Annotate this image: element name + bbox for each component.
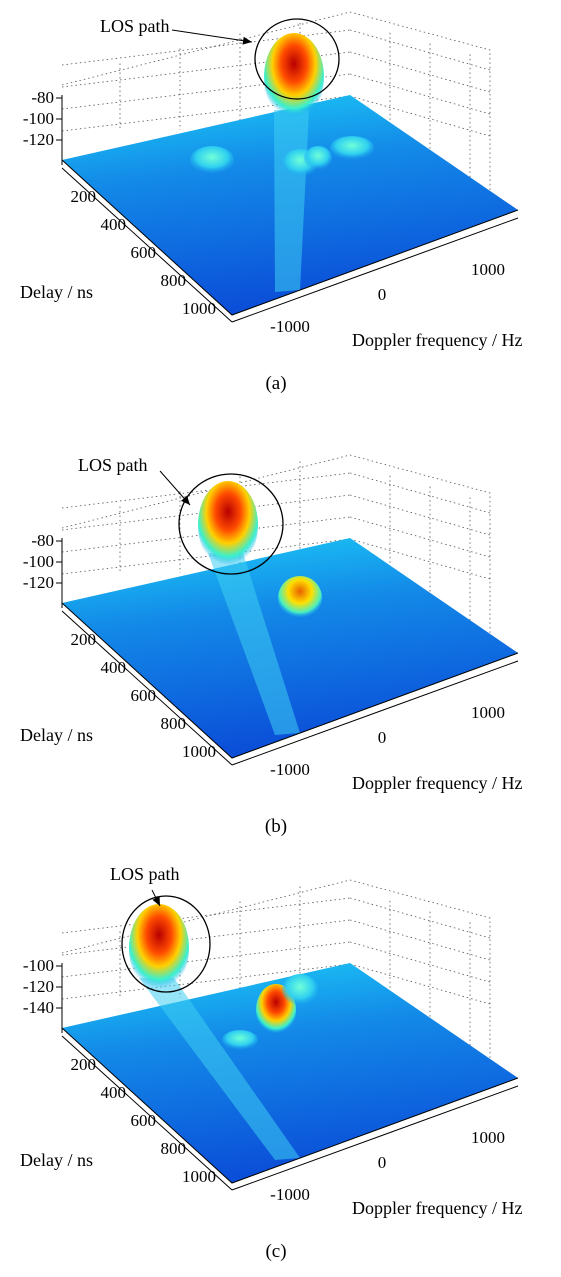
delay-tick-label: 400 bbox=[101, 1083, 127, 1102]
grid-line bbox=[350, 920, 490, 960]
grid-line bbox=[350, 30, 490, 70]
doppler-tick-label: -1000 bbox=[270, 317, 310, 336]
panel-caption: (c) bbox=[265, 1241, 286, 1262]
secondary-peak bbox=[190, 146, 234, 174]
delay-tick-label: 600 bbox=[131, 1111, 157, 1130]
delay-axis-label: Delay / ns bbox=[20, 725, 93, 745]
secondary-peak bbox=[222, 1030, 258, 1050]
z-tick-label: -100 bbox=[23, 552, 54, 571]
grid-line bbox=[350, 74, 490, 114]
z-tick-label: -100 bbox=[23, 956, 54, 975]
delay-tick-label: 600 bbox=[131, 686, 157, 705]
delay-tick-label: 600 bbox=[131, 243, 157, 262]
grid-line bbox=[350, 473, 490, 513]
los-annotation: LOS path bbox=[110, 864, 180, 884]
z-tick-label: -80 bbox=[31, 88, 54, 107]
delay-tick-label: 1000 bbox=[182, 299, 216, 318]
grid-line bbox=[350, 942, 490, 982]
panel-caption: (b) bbox=[265, 816, 287, 837]
doppler-tick-label: 0 bbox=[378, 1153, 387, 1172]
delay-tick-label: 200 bbox=[71, 1055, 97, 1074]
los-peak bbox=[198, 481, 258, 569]
delay-tick-label: 800 bbox=[161, 271, 187, 290]
delay-tick-label: 800 bbox=[161, 1139, 187, 1158]
doppler-tick-label: -1000 bbox=[270, 760, 310, 779]
doppler-tick-label: 0 bbox=[378, 728, 387, 747]
delay-tick-label: 200 bbox=[71, 187, 97, 206]
z-tick-label: -120 bbox=[23, 130, 54, 149]
doppler-tick-label: -1000 bbox=[270, 1185, 310, 1204]
secondary-peak bbox=[304, 146, 332, 170]
grid-line bbox=[350, 52, 490, 92]
los-annotation: LOS path bbox=[100, 16, 170, 36]
los-peak bbox=[129, 904, 189, 992]
annotation-arrow bbox=[172, 30, 252, 42]
z-tick-label: -120 bbox=[23, 573, 54, 592]
grid-line bbox=[350, 898, 490, 938]
delay-tick-label: 1000 bbox=[182, 1167, 216, 1186]
los-peak bbox=[264, 33, 324, 121]
doppler-tick-label: 0 bbox=[378, 285, 387, 304]
doppler-tick-label: 1000 bbox=[471, 1128, 505, 1147]
delay-axis-label: Delay / ns bbox=[20, 282, 93, 302]
los-annotation: LOS path bbox=[78, 455, 148, 475]
panel-caption: (a) bbox=[265, 373, 286, 394]
secondary-peak bbox=[278, 576, 322, 620]
secondary-peak bbox=[330, 136, 374, 160]
delay-tick-label: 400 bbox=[101, 215, 127, 234]
doppler-axis-label: Doppler frequency / Hz bbox=[352, 1198, 522, 1218]
z-tick-label: -100 bbox=[23, 109, 54, 128]
arrow-head bbox=[243, 37, 252, 45]
grid-line bbox=[62, 942, 350, 977]
z-tick-label: -80 bbox=[31, 531, 54, 550]
doppler-tick-label: 1000 bbox=[471, 703, 505, 722]
z-tick-label: -140 bbox=[23, 998, 54, 1017]
doppler-tick-label: 1000 bbox=[471, 260, 505, 279]
secondary-peak bbox=[282, 974, 318, 1006]
delay-tick-label: 1000 bbox=[182, 742, 216, 761]
delay-tick-label: 200 bbox=[71, 630, 97, 649]
delay-axis-label: Delay / ns bbox=[20, 1150, 93, 1170]
grid-line bbox=[350, 495, 490, 535]
doppler-axis-label: Doppler frequency / Hz bbox=[352, 330, 522, 350]
z-tick-label: -120 bbox=[23, 977, 54, 996]
grid-line bbox=[62, 898, 350, 933]
grid-line bbox=[350, 517, 490, 557]
delay-tick-label: 400 bbox=[101, 658, 127, 677]
doppler-axis-label: Doppler frequency / Hz bbox=[352, 773, 522, 793]
delay-tick-label: 800 bbox=[161, 714, 187, 733]
